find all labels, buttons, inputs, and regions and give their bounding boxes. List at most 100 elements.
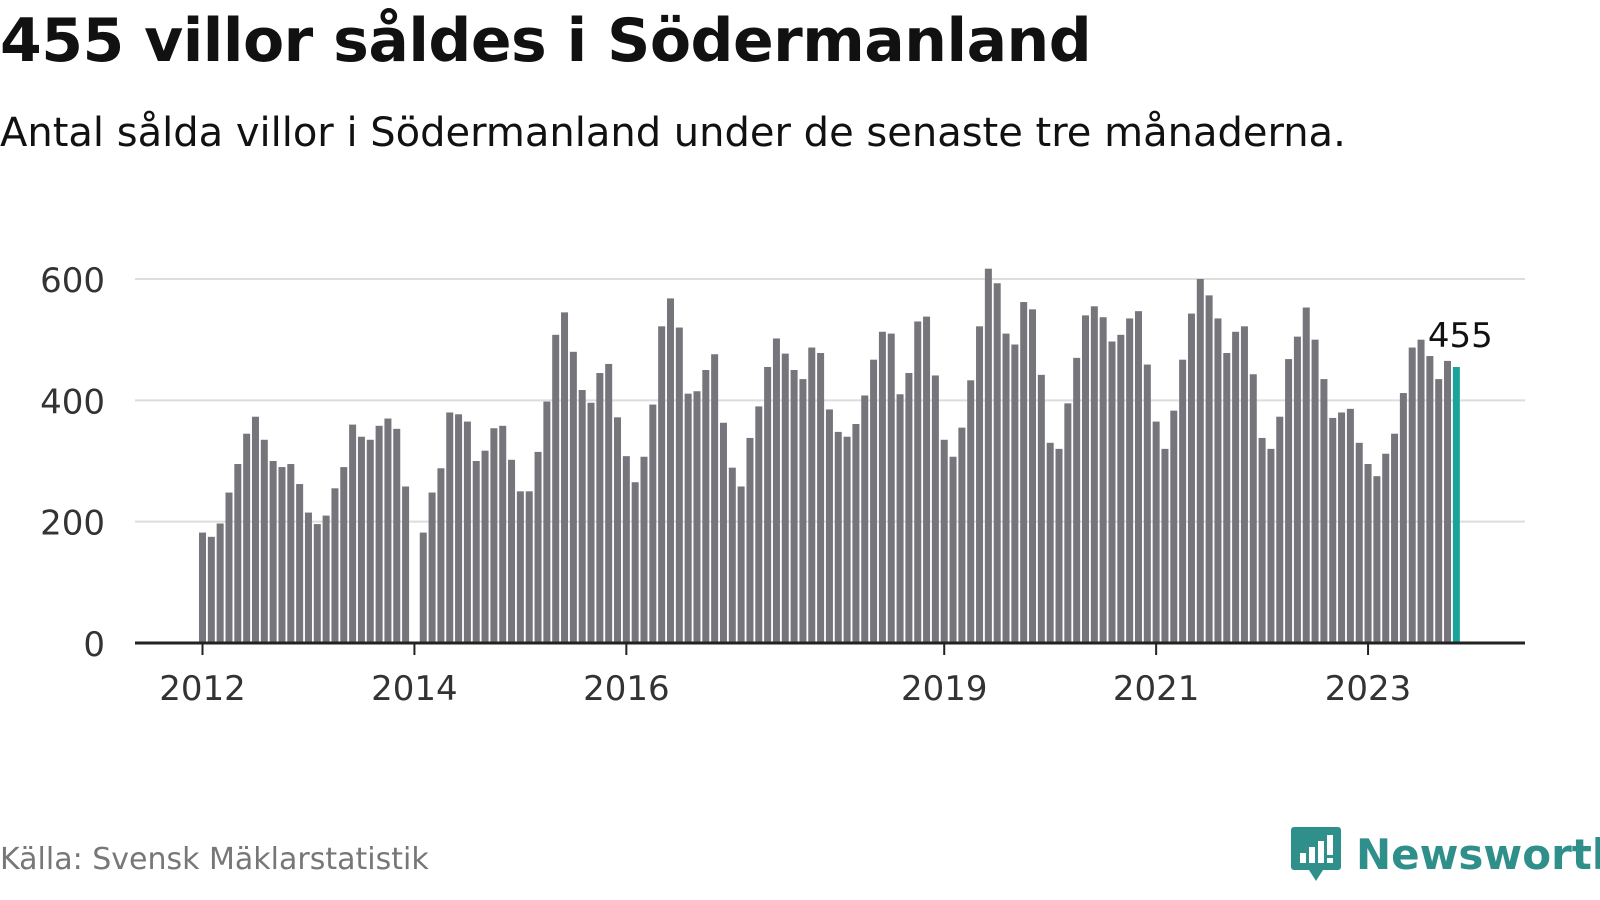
bar: [631, 482, 639, 643]
bar: [1285, 359, 1293, 643]
bar: [737, 486, 745, 643]
bar: [1435, 379, 1443, 643]
bar: [746, 437, 754, 643]
x-tick-label: 2014: [371, 669, 458, 709]
bar: [711, 354, 719, 643]
bar: [1417, 339, 1425, 643]
bar: [622, 456, 630, 643]
bar: [817, 353, 825, 643]
bar: [278, 467, 286, 643]
bar: [1399, 393, 1407, 643]
bar: [331, 488, 339, 643]
bar: [357, 436, 365, 643]
bar: [1214, 318, 1222, 643]
x-axis-ticks: 2012 2014 2016 2019 2021 2023: [159, 643, 1411, 709]
bar: [640, 456, 648, 643]
brand-name: Newsworthy: [1356, 829, 1600, 879]
bar: [781, 353, 789, 643]
bar: [1320, 379, 1328, 643]
bar: [1011, 344, 1019, 643]
bar: [755, 406, 763, 643]
bar: [1064, 403, 1072, 643]
bar: [499, 425, 507, 643]
bar: [304, 512, 312, 643]
bar: [446, 412, 454, 643]
bar: [490, 428, 498, 643]
bar: [437, 468, 445, 643]
bar: [1196, 279, 1204, 643]
bar: [216, 523, 224, 643]
bar: [1170, 410, 1178, 643]
bar: [914, 321, 922, 643]
bar: [949, 456, 957, 643]
bar: [905, 373, 913, 643]
bar: [313, 524, 321, 643]
bar: [940, 439, 948, 643]
bar: [569, 351, 577, 643]
y-tick-label: 400: [40, 382, 105, 422]
bar: [993, 283, 1001, 643]
bar: [967, 380, 975, 643]
bar: [1302, 307, 1310, 643]
bar: [384, 418, 392, 643]
bar: [1346, 408, 1354, 643]
bar: [525, 491, 533, 643]
bar: [1020, 302, 1028, 643]
bar: [1037, 374, 1045, 643]
bar: [649, 404, 657, 643]
bar: [1391, 433, 1399, 643]
bar: [852, 423, 860, 643]
bar: [375, 425, 383, 643]
bar: [1187, 313, 1195, 643]
bar: [340, 467, 348, 643]
bar: [1134, 311, 1142, 643]
chart-title: 455 villor såldes i Södermanland: [0, 6, 1092, 76]
bar: [1249, 374, 1257, 643]
bar: [1205, 295, 1213, 643]
bar: [605, 363, 613, 643]
bar: [887, 333, 895, 643]
bar: [1179, 359, 1187, 643]
y-tick-label: 0: [83, 625, 105, 665]
bar: [561, 312, 569, 643]
bar: [772, 338, 780, 643]
bar: [463, 421, 471, 643]
bar: [808, 347, 816, 643]
x-tick-label: 2023: [1325, 669, 1412, 709]
bar: [861, 395, 869, 643]
x-tick-label: 2016: [583, 669, 670, 709]
bar: [269, 461, 277, 643]
bar: [1143, 364, 1151, 643]
bar: [702, 370, 710, 643]
bar: [1073, 357, 1081, 643]
x-tick-label: 2012: [159, 669, 246, 709]
bar: [1373, 476, 1381, 643]
bar: [834, 431, 842, 643]
bar: [675, 327, 683, 643]
bar: [1240, 326, 1248, 643]
bar: [1117, 334, 1125, 643]
bar: [931, 375, 939, 643]
bar: [790, 370, 798, 643]
bar: [976, 326, 984, 643]
bar: [578, 390, 586, 643]
bar: [1267, 448, 1275, 643]
bar: [1364, 464, 1372, 643]
bar: [1090, 306, 1098, 643]
bar: [614, 417, 622, 643]
bar: [543, 401, 551, 643]
bar: [1258, 437, 1266, 643]
bar: [393, 428, 401, 643]
bar: [958, 427, 966, 643]
bar: [1232, 331, 1240, 643]
bar: [878, 331, 886, 643]
bar: [1311, 339, 1319, 643]
y-tick-label: 600: [40, 261, 105, 301]
chart-subtitle: Antal sålda villor i Södermanland under …: [0, 110, 1346, 156]
bar: [1046, 442, 1054, 643]
bar: [349, 424, 357, 643]
bar: [719, 422, 727, 643]
bar: [764, 366, 772, 643]
bar: [1002, 333, 1010, 643]
